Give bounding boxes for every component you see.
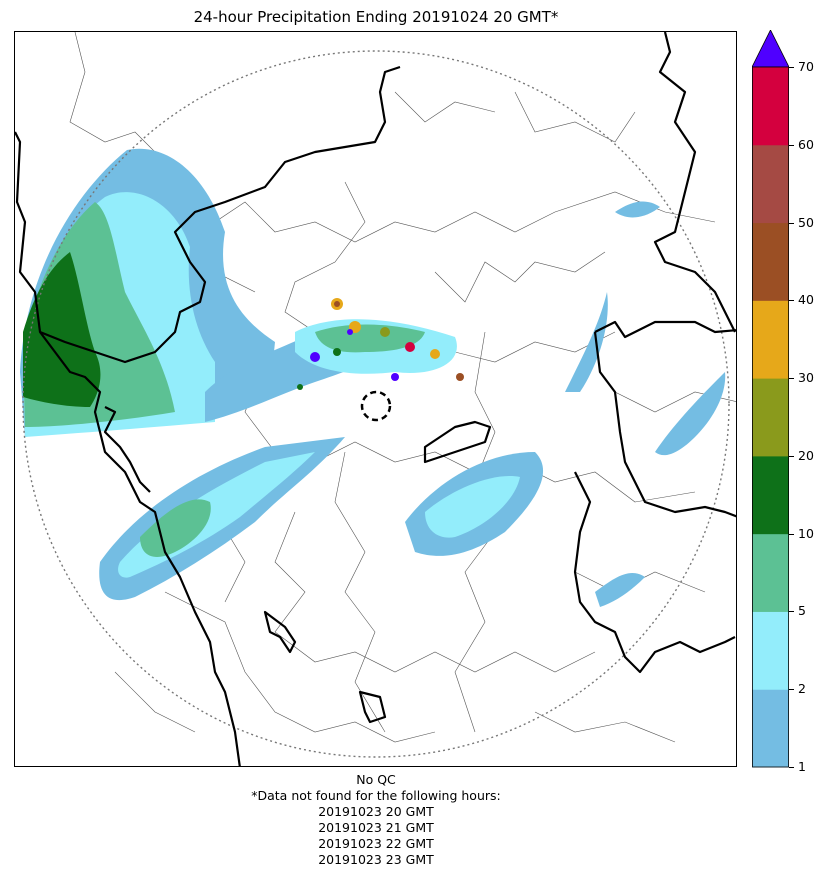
colorbar-tick-label: 70 [798,59,814,74]
precipitation-fill [20,148,726,607]
map-footer: No QC *Data not found for the following … [0,772,752,868]
missing-hour: 20191023 23 GMT [318,852,434,867]
map-canvas [15,32,736,766]
range-ring [22,50,730,758]
colorbar-tick-label: 60 [798,136,814,152]
colorbar-tick-label: 20 [798,447,814,463]
colorbar-tick [789,300,794,302]
colorbar-tick-label: 5 [798,603,806,619]
colorbar-segment [752,300,789,379]
qc-note: No QC [356,772,396,787]
colorbar-segment [752,611,789,690]
colorbar-border [752,66,789,768]
colorbar-tick-label: 40 [798,292,814,308]
colorbar [751,29,790,768]
state-boundaries [15,32,736,766]
colorbar-tick-label: 10 [798,525,814,541]
map-title: 24-hour Precipitation Ending 20191024 20… [193,8,559,26]
colorbar-graphic [751,29,790,768]
colorbar-segment [752,378,789,457]
colorbar-extend-arrow [751,29,790,68]
colorbar-tick [789,533,794,535]
colorbar-segment [752,455,789,535]
missing-data-note: *Data not found for the following hours: [251,788,501,803]
colorbar-tick-label: 50 [798,214,814,230]
colorbar-tick [789,67,794,68]
precipitation-map [14,31,737,767]
colorbar-tick [789,378,794,380]
colorbar-tick-label: 30 [798,370,814,386]
colorbar-tick [789,455,794,457]
colorbar-segment [752,67,789,146]
colorbar-tick [789,689,794,691]
colorbar-tick-label: 2 [798,681,806,697]
colorbar-tick-label: 1 [798,759,806,774]
missing-hour: 20191023 22 GMT [318,836,434,851]
colorbar-segment [752,689,789,768]
colorbar-tick [789,767,794,768]
missing-hour: 20191023 21 GMT [318,820,434,835]
radar-site-marker [360,390,392,422]
colorbar-segment [752,533,789,612]
colorbar-tick [789,611,794,613]
colorbar-tick [789,144,794,146]
colorbar-segment [752,222,789,301]
missing-hour: 20191023 20 GMT [318,804,434,819]
convective-cells [297,298,464,390]
colorbar-tick [789,222,794,224]
colorbar-segment [752,144,789,224]
